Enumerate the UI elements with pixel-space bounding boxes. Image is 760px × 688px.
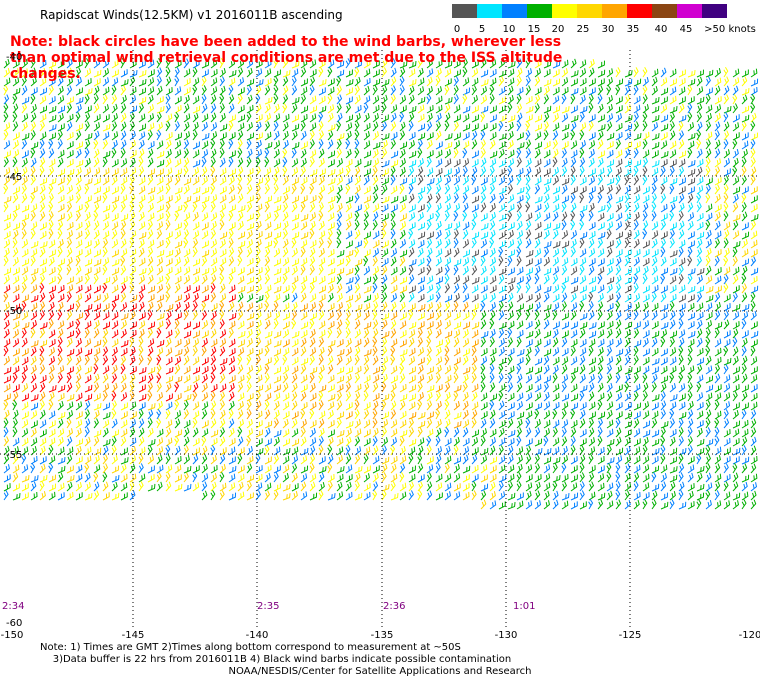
contamination-note: Note: black circles have been added to t… bbox=[10, 34, 563, 82]
legend-swatch-4 bbox=[552, 4, 577, 18]
footnotes: Note: 1) Times are GMT 2)Times along bot… bbox=[40, 642, 511, 666]
legend-swatch-1 bbox=[477, 4, 502, 18]
wind-barbs-layer bbox=[3, 57, 759, 510]
legend-swatch-8 bbox=[652, 4, 677, 18]
legend-label-50: >50 knots bbox=[704, 24, 756, 35]
lon-label-145: -145 bbox=[121, 630, 145, 641]
legend-label-35: 35 bbox=[626, 24, 640, 35]
pass-time-3: 2:36 bbox=[383, 601, 406, 612]
lat-label-45: -45 bbox=[6, 172, 23, 183]
legend-swatch-10 bbox=[702, 4, 727, 18]
lon-label-130: -130 bbox=[494, 630, 518, 641]
legend-label-20: 20 bbox=[551, 24, 565, 35]
pass-time-2: 2:35 bbox=[257, 601, 280, 612]
legend-label-45: 45 bbox=[679, 24, 693, 35]
legend-label-40: 40 bbox=[654, 24, 668, 35]
legend-label-5: 5 bbox=[478, 24, 486, 35]
legend-swatch-5 bbox=[577, 4, 602, 18]
legend-swatch-3 bbox=[527, 4, 552, 18]
legend-label-25: 25 bbox=[576, 24, 590, 35]
footnote-line-1: Note: 1) Times are GMT 2)Times along bot… bbox=[40, 642, 461, 653]
legend-swatch-7 bbox=[627, 4, 652, 18]
wind-barb-map bbox=[0, 50, 760, 630]
legend-swatch-2 bbox=[502, 4, 527, 18]
lon-label-135: -135 bbox=[370, 630, 394, 641]
legend-label-15: 15 bbox=[527, 24, 541, 35]
legend-swatch-6 bbox=[602, 4, 627, 18]
lat-label-40: -40 bbox=[6, 52, 23, 63]
legend-label-10: 10 bbox=[502, 24, 516, 35]
lon-label-120: -120 bbox=[738, 630, 760, 641]
footnote-line-2: 3)Data buffer is 22 hrs from 2016011B 4)… bbox=[52, 654, 512, 665]
lon-label-140: -140 bbox=[245, 630, 269, 641]
legend-swatch-0 bbox=[452, 4, 477, 18]
lat-label-55: -55 bbox=[6, 450, 23, 461]
lon-label-150: -150 bbox=[0, 630, 24, 641]
lon-label-125: -125 bbox=[618, 630, 642, 641]
lat-label-50: -50 bbox=[6, 306, 23, 317]
pass-time-1: 2:34 bbox=[2, 601, 25, 612]
legend-label-30: 30 bbox=[601, 24, 615, 35]
pass-time-4: 1:01 bbox=[513, 601, 536, 612]
lat-label-60: -60 bbox=[6, 618, 23, 629]
credit-line: NOAA/NESDIS/Center for Satellite Applica… bbox=[228, 666, 532, 677]
map-title: Rapidscat Winds(12.5KM) v1 2016011B asce… bbox=[40, 8, 343, 22]
lat-lon-grid bbox=[0, 50, 760, 630]
legend-label-0: 0 bbox=[453, 24, 461, 35]
legend-swatch-9 bbox=[677, 4, 702, 18]
